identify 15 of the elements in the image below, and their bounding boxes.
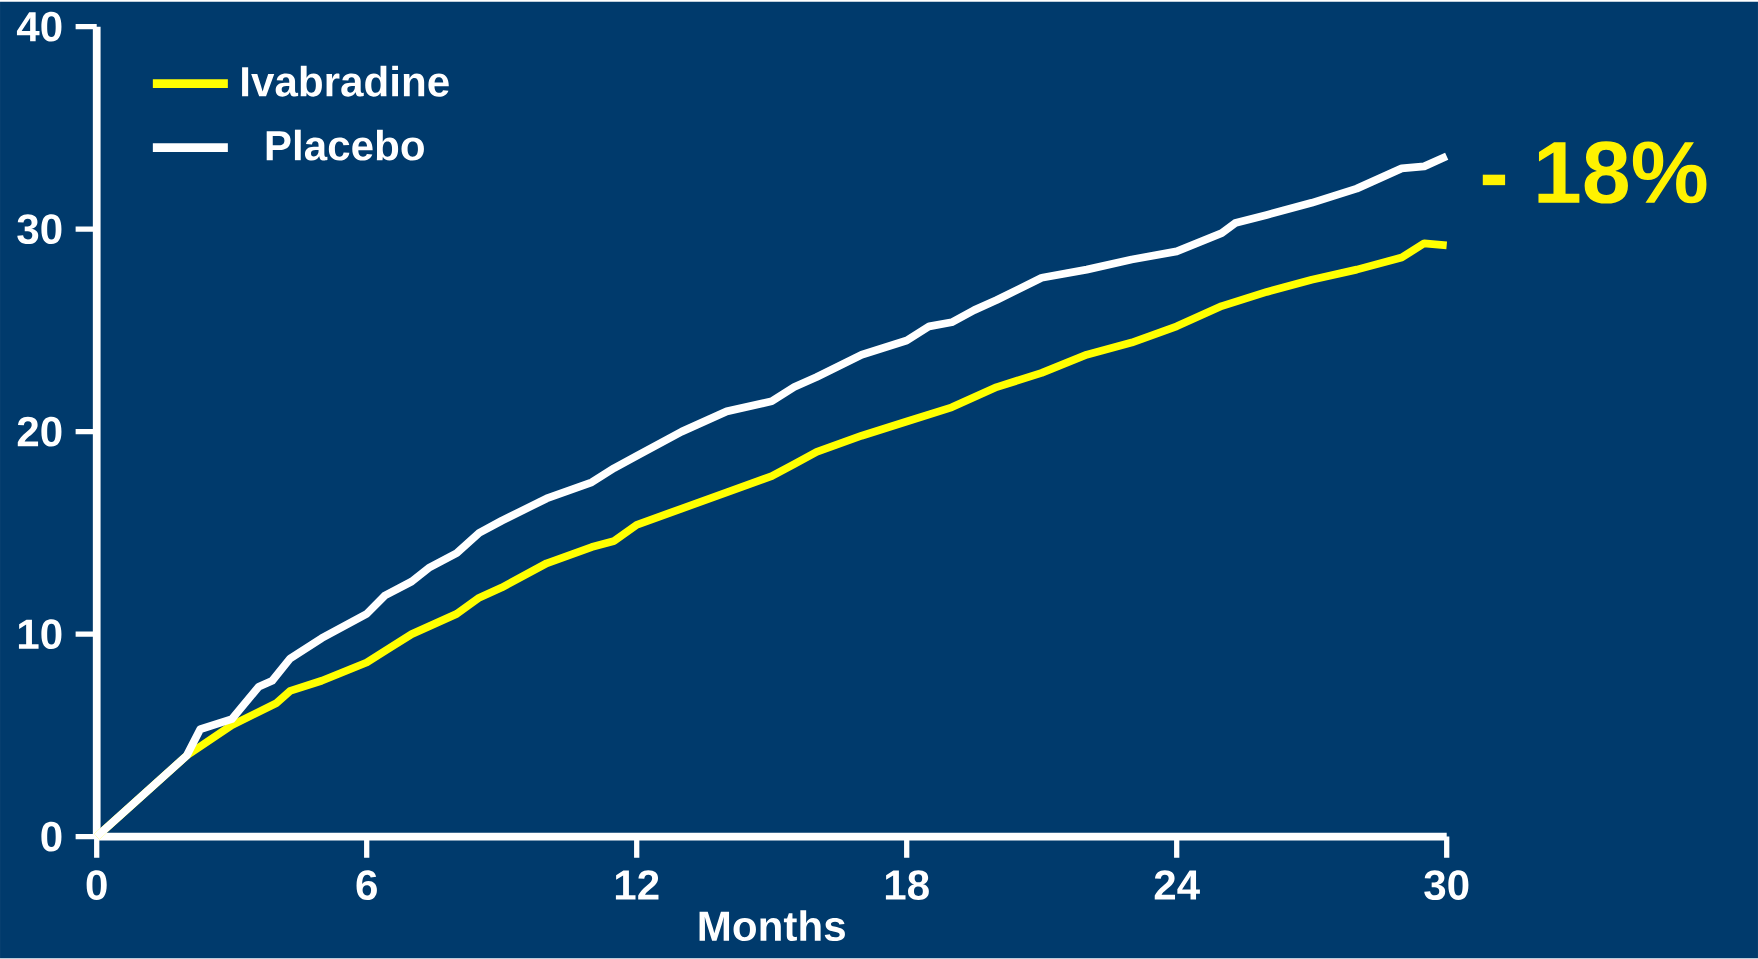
y-tick-label: 0 <box>41 821 62 852</box>
y-tick-label: 20 <box>17 416 62 447</box>
x-axis-title: Months <box>699 910 845 942</box>
x-tick-label: 24 <box>1154 870 1200 900</box>
y-tick-label: 30 <box>17 214 62 245</box>
x-tick-label: 0 <box>86 870 107 901</box>
x-tick-label: 18 <box>885 870 929 901</box>
y-tick-label: 40 <box>16 11 62 42</box>
legend-label: Placebo <box>266 129 424 161</box>
x-tick-label: 6 <box>356 870 377 901</box>
legend-label: Ivabradine <box>242 65 449 97</box>
text: - 18% <box>1482 141 1707 204</box>
x-tick-label: 30 <box>1424 870 1469 901</box>
y-tick-label: 10 <box>18 619 62 650</box>
x-tick-label: 12 <box>615 870 659 900</box>
